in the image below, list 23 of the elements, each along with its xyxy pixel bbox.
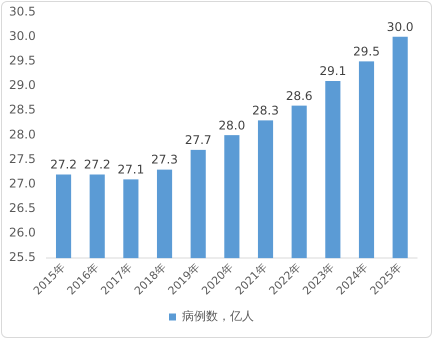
y-tick-label: 30.5 <box>9 4 36 18</box>
y-tick-label: 26.5 <box>9 201 36 216</box>
data-label: 28.6 <box>286 88 313 103</box>
data-label: 29.1 <box>319 64 346 78</box>
y-tick-label: 27.5 <box>9 152 36 166</box>
y-tick-label: 29.0 <box>9 78 36 92</box>
data-label: 27.2 <box>50 158 77 172</box>
y-tick-label: 28.0 <box>9 127 36 142</box>
y-tick-label: 29.5 <box>9 54 36 68</box>
data-label: 30.0 <box>386 20 414 34</box>
data-label: 28.3 <box>252 104 279 118</box>
y-tick-label: 30.0 <box>9 28 36 43</box>
y-tick-label: 26.0 <box>9 226 36 240</box>
y-tick-label: 28.5 <box>9 102 36 117</box>
y-tick-label: 25.5 <box>9 250 36 264</box>
data-label: 27.1 <box>118 162 144 177</box>
data-label: 27.3 <box>151 152 178 167</box>
data-label: 29.5 <box>353 44 380 59</box>
data-label: 27.2 <box>84 158 111 172</box>
data-label: 28.0 <box>218 118 246 132</box>
data-label: 27.7 <box>184 133 212 148</box>
legend-label: 病例数，亿人 <box>182 309 254 324</box>
y-tick-label: 27.0 <box>9 176 36 190</box>
